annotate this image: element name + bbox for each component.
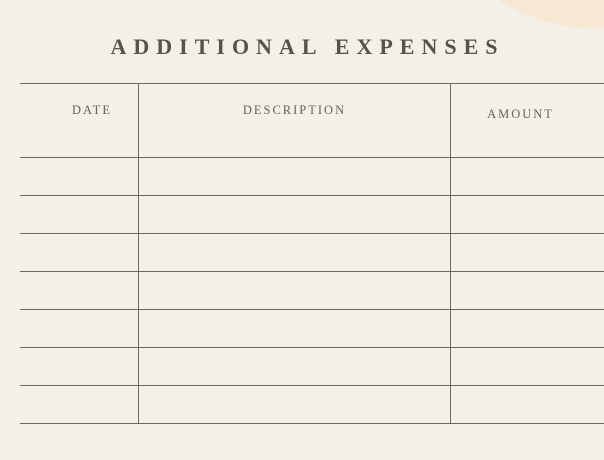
cell-amount <box>451 386 604 423</box>
cell-description <box>139 272 451 309</box>
table-row <box>20 385 604 423</box>
cell-date <box>20 386 139 423</box>
table-row <box>20 233 604 271</box>
table-header-row: DATE DESCRIPTION AMOUNT <box>20 84 604 157</box>
column-header-amount: AMOUNT <box>487 107 554 121</box>
column-header-date: DATE <box>20 84 139 157</box>
cell-date <box>20 348 139 385</box>
table-row <box>20 157 604 195</box>
cell-amount <box>451 234 604 271</box>
cell-amount <box>451 196 604 233</box>
cell-date <box>20 158 139 195</box>
cell-date <box>20 310 139 347</box>
cell-amount <box>451 310 604 347</box>
page-title: ADDITIONAL EXPENSES <box>110 34 505 59</box>
table-row <box>20 309 604 347</box>
column-header-description: DESCRIPTION <box>139 84 451 157</box>
cell-date <box>20 234 139 271</box>
corner-circle-decoration <box>406 0 604 29</box>
cell-description <box>139 158 451 195</box>
cell-description <box>139 348 451 385</box>
cell-description <box>139 196 451 233</box>
table-row <box>20 347 604 385</box>
cell-description <box>139 386 451 423</box>
table-row <box>20 271 604 309</box>
expense-table: DATE DESCRIPTION AMOUNT <box>20 83 604 424</box>
cell-description <box>139 310 451 347</box>
cell-date <box>20 272 139 309</box>
cell-amount <box>451 272 604 309</box>
cell-date <box>20 196 139 233</box>
cell-amount <box>451 348 604 385</box>
cell-amount <box>451 158 604 195</box>
table-row <box>20 195 604 233</box>
cell-description <box>139 234 451 271</box>
